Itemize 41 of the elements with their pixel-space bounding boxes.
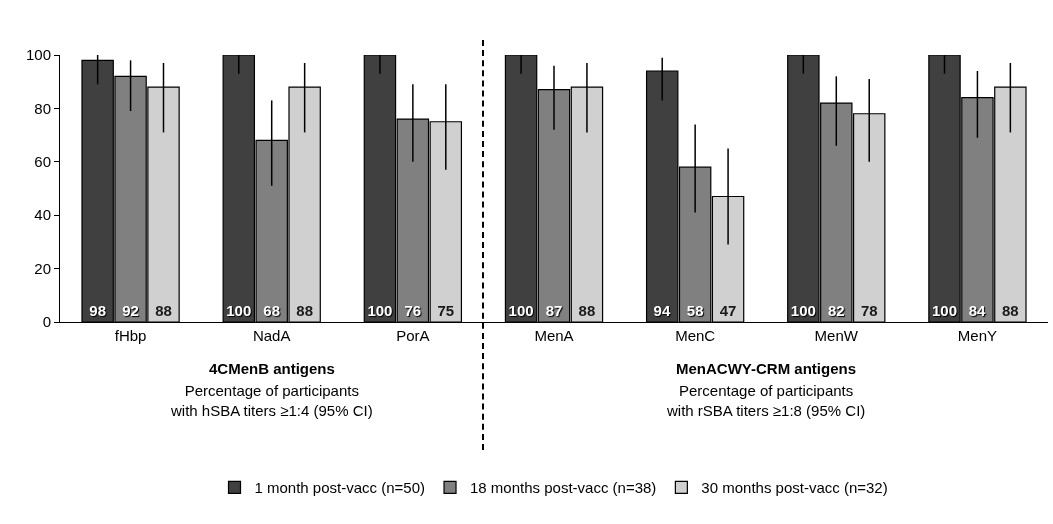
text: Percentage of participants with rSBA titers ≥1:8 (95% CI) bbox=[666, 382, 866, 419]
legend-label: 30 months post-vacc (n=32) bbox=[701, 479, 888, 497]
data-label: 84 bbox=[968, 302, 987, 319]
y-tick-label: 20 bbox=[34, 259, 51, 277]
x-tick-label: fHbp bbox=[114, 327, 147, 344]
data-label: 92 bbox=[122, 302, 139, 319]
x-tick-label: MenW bbox=[814, 327, 859, 344]
y-tick-label: 0 bbox=[42, 313, 51, 331]
y-tick-label: 40 bbox=[34, 206, 51, 224]
legend-label: 18 months post-vacc (n=38) bbox=[470, 479, 657, 497]
data-label: 88 bbox=[296, 302, 313, 319]
data-label: 88 bbox=[1002, 302, 1019, 319]
legend-label: 1 month post-vacc (n=50) bbox=[254, 479, 426, 497]
data-label: 47 bbox=[719, 302, 737, 319]
text: Percentage of participants with hSBA titers ≥1:4 (95% CI) bbox=[170, 382, 373, 419]
data-label: 100 bbox=[790, 302, 816, 319]
text: 4CMenB antigens bbox=[209, 360, 335, 377]
x-tick-label: MenA bbox=[534, 327, 574, 344]
x-tick-label: MenC bbox=[675, 327, 716, 344]
data-label: 75 bbox=[437, 302, 455, 319]
y-tick-label: 80 bbox=[34, 99, 51, 117]
data-label: 82 bbox=[827, 302, 845, 319]
data-label: 76 bbox=[404, 302, 422, 319]
data-label: 94 bbox=[653, 302, 671, 319]
data-label: 87 bbox=[545, 302, 563, 319]
data-label: 58 bbox=[686, 302, 704, 319]
x-tick-label: PorA bbox=[396, 327, 430, 344]
data-label: 100 bbox=[226, 302, 252, 319]
x-tick-label: MenY bbox=[957, 327, 998, 344]
x-tick-label: NadA bbox=[252, 327, 291, 344]
data-label: 100 bbox=[367, 302, 393, 319]
data-label: 78 bbox=[860, 302, 878, 319]
data-label: 68 bbox=[263, 302, 281, 319]
data-label: 98 bbox=[89, 302, 106, 319]
y-tick-label: 100 bbox=[25, 46, 51, 64]
y-tick-label: 60 bbox=[34, 153, 51, 171]
data-label: 88 bbox=[155, 302, 172, 319]
data-label: 88 bbox=[578, 302, 596, 319]
data-label: 100 bbox=[508, 302, 534, 319]
data-label: 100 bbox=[931, 302, 958, 319]
text: MenACWY-CRM antigens bbox=[676, 360, 856, 377]
